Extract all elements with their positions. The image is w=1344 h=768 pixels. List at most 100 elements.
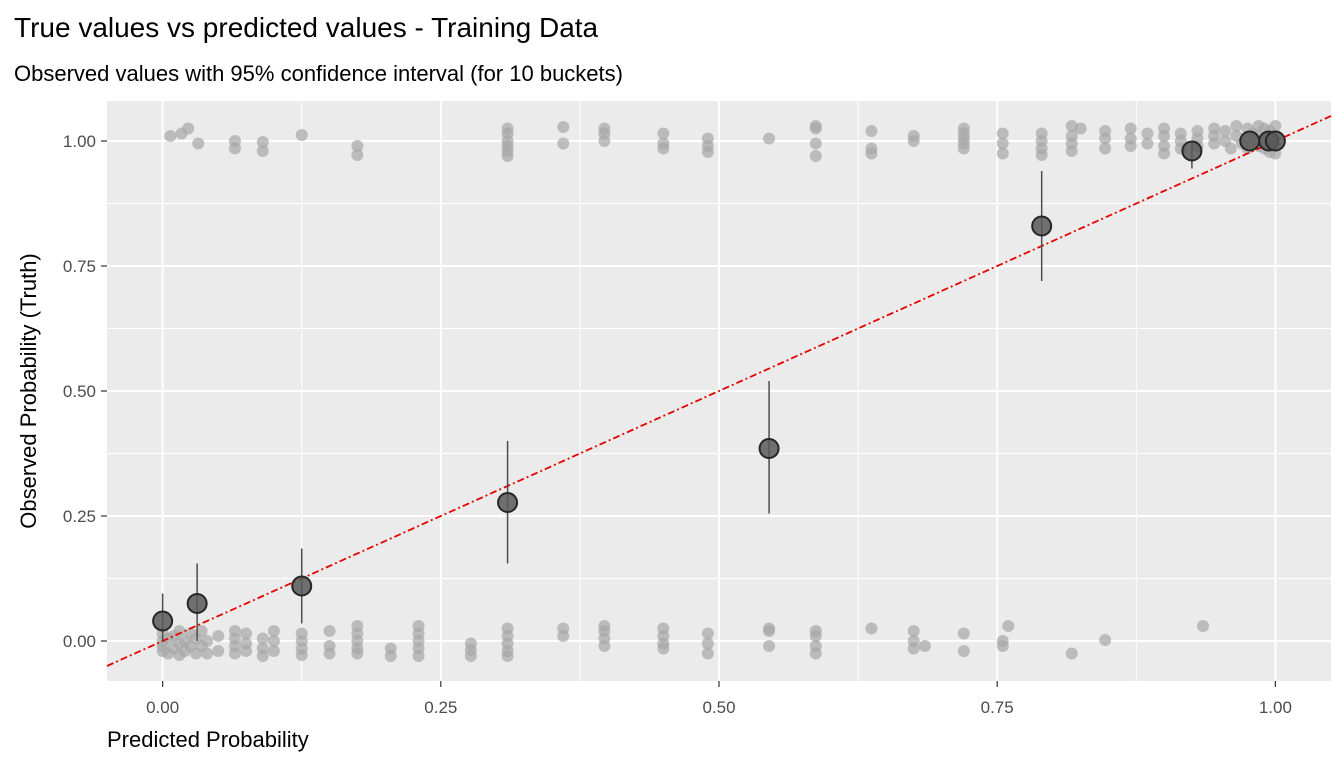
- observation-point: [809, 150, 822, 162]
- observation-point: [192, 137, 205, 150]
- observation-point: [763, 625, 776, 637]
- observation-point: [1099, 142, 1112, 155]
- observation-point: [907, 135, 920, 147]
- observation-point: [1124, 122, 1137, 135]
- observation-point: [256, 145, 269, 157]
- observation-point: [412, 650, 425, 662]
- observation-point: [701, 637, 714, 650]
- observation-point: [1197, 620, 1210, 632]
- observation-point: [657, 142, 670, 155]
- bucket-point: [1239, 130, 1261, 152]
- observation-point: [256, 136, 269, 148]
- y-tick-label: 1.00: [63, 132, 96, 151]
- y-tick-label: 0.75: [63, 257, 96, 276]
- observation-point: [701, 146, 714, 158]
- observation-point: [996, 640, 1009, 652]
- x-axis-title: Predicted Probability: [107, 727, 309, 752]
- observation-point: [809, 630, 822, 642]
- chart-subtitle: Observed values with 95% confidence inte…: [14, 61, 623, 86]
- observation-point: [957, 627, 970, 640]
- x-axis: 0.00 0.25 0.50 0.75 1.00: [146, 681, 1292, 717]
- observation-point: [256, 650, 269, 662]
- observation-point: [657, 642, 670, 655]
- observation-point: [1269, 120, 1282, 132]
- observation-point: [809, 647, 822, 660]
- x-tick-label: 0.25: [424, 698, 457, 717]
- x-tick-label: 1.00: [1259, 698, 1292, 717]
- observation-point: [201, 647, 214, 660]
- observation-point: [351, 140, 364, 152]
- y-tick-label: 0.50: [63, 382, 96, 401]
- observation-point: [865, 125, 878, 137]
- observation-point: [1035, 149, 1048, 161]
- observation-point: [351, 149, 364, 161]
- observation-point: [907, 625, 920, 637]
- observation-point: [384, 650, 397, 662]
- x-tick-label: 0.00: [146, 698, 179, 717]
- observation-point: [295, 649, 308, 661]
- bucket-point: [1031, 215, 1053, 237]
- observation-point: [907, 642, 920, 655]
- observation-point: [1074, 122, 1087, 135]
- observation-point: [195, 625, 208, 637]
- observation-point: [701, 627, 714, 640]
- observation-point: [501, 650, 514, 662]
- observation-point: [1065, 647, 1078, 660]
- observation-point: [164, 130, 177, 142]
- observation-point: [1158, 147, 1171, 160]
- observation-point: [267, 645, 280, 657]
- observation-point: [240, 645, 253, 657]
- observation-point: [323, 625, 336, 637]
- y-axis-title: Observed Probability (Truth): [16, 253, 41, 529]
- observation-point: [557, 121, 570, 133]
- x-tick-label: 0.75: [981, 698, 1014, 717]
- observation-point: [228, 647, 241, 660]
- observation-point: [1208, 137, 1221, 150]
- observation-point: [557, 630, 570, 642]
- bucket-point: [758, 438, 780, 459]
- observation-point: [351, 647, 364, 660]
- observation-point: [267, 635, 280, 647]
- observation-point: [1124, 140, 1137, 152]
- observation-point: [323, 647, 336, 660]
- observation-point: [240, 627, 253, 640]
- bucket-points: [152, 130, 1286, 632]
- bucket-point: [1264, 130, 1286, 152]
- observation-point: [1065, 145, 1078, 157]
- perfect-calibration-line: [106, 115, 1332, 667]
- observation-point: [201, 635, 214, 647]
- observation-point: [501, 150, 514, 162]
- observation-point: [809, 122, 822, 135]
- observation-point: [957, 645, 970, 657]
- observation-point: [212, 630, 225, 642]
- observation-point: [1099, 132, 1112, 145]
- observation-point: [1141, 137, 1154, 150]
- y-axis: 0.00 0.25 0.50 0.75 1.00: [63, 132, 107, 651]
- chart-title: True values vs predicted values - Traini…: [14, 12, 599, 43]
- observation-point: [1219, 125, 1232, 137]
- observation-point: [182, 122, 195, 135]
- observation-point: [1002, 620, 1015, 632]
- bucket-point: [152, 610, 174, 632]
- observation-point: [1224, 142, 1237, 155]
- observation-point: [212, 645, 225, 657]
- observation-point: [996, 127, 1009, 140]
- observation-point: [1099, 634, 1112, 646]
- observation-point: [809, 137, 822, 150]
- observation-point: [701, 647, 714, 660]
- observation-point: [557, 137, 570, 150]
- y-tick-label: 0.00: [63, 632, 96, 651]
- observation-point: [464, 650, 477, 662]
- observation-point: [865, 622, 878, 635]
- bucket-point: [1181, 140, 1203, 162]
- observation-point: [598, 135, 611, 147]
- y-tick-label: 0.25: [63, 507, 96, 526]
- observation-point: [996, 147, 1009, 160]
- observation-point: [763, 640, 776, 652]
- observation-point: [1141, 127, 1154, 140]
- x-tick-label: 0.50: [702, 698, 735, 717]
- observation-point: [657, 127, 670, 140]
- observation-point: [295, 129, 308, 141]
- bucket-point: [186, 593, 208, 614]
